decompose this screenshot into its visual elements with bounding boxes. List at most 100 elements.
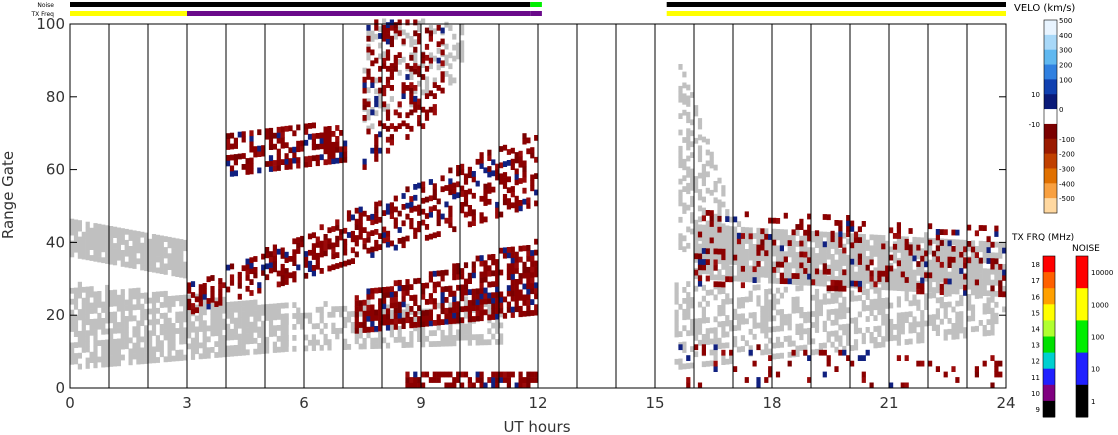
scatter-cell-5: [795, 345, 800, 352]
scatter-cell-7: [522, 176, 527, 183]
scatter-cell-3: [900, 279, 905, 286]
scatter-cell-7: [436, 214, 441, 221]
scatter-cell-13: [733, 216, 738, 223]
scatter-cell-5: [694, 329, 699, 336]
scatter-cell-9: [389, 297, 394, 303]
scatter-cell-7: [448, 216, 453, 223]
scatter-cell-1: [187, 321, 192, 328]
scatter-cell-0: [124, 261, 129, 268]
scatter-cell-12: [733, 366, 738, 372]
scatter-cell-10: [389, 134, 394, 140]
scatter-cell-0: [144, 232, 149, 239]
scatter-cell-1: [241, 327, 246, 334]
scatter-cell-2: [401, 342, 406, 348]
scatter-cell-13: [729, 276, 734, 283]
scatter-cell-5: [721, 331, 726, 338]
scatter-cell-1: [276, 308, 281, 315]
scatter-cell-7: [502, 194, 508, 200]
scatter-cell-13: [807, 213, 812, 220]
scatter-cell-5: [853, 322, 859, 329]
scatter-cell-5: [935, 324, 940, 331]
scatter-cell-5: [768, 310, 773, 317]
scatter-cell-3: [799, 274, 804, 280]
scatter-cell-11: [534, 377, 539, 383]
scatter-cell-13: [701, 215, 706, 222]
scatter-cell-7: [226, 264, 231, 271]
scatter-cell-4: [694, 187, 699, 193]
scatter-cell-1: [136, 304, 141, 310]
scatter-cell-5: [939, 302, 944, 309]
scatter-cell-1: [124, 337, 129, 344]
scatter-cell-2: [296, 313, 301, 319]
scatter-cell-3: [850, 249, 855, 256]
scatter-cell-8: [253, 146, 258, 152]
scatter-cell-2: [444, 335, 449, 342]
scatter-cell-1: [245, 322, 250, 328]
scatter-cell-3: [861, 272, 866, 278]
scatter-cell-3: [830, 243, 835, 249]
scatter-cell-6: [428, 63, 433, 70]
scatter-cell-3: [822, 248, 827, 254]
scatter-cell-5: [959, 322, 964, 328]
txfreq-colorbar-swatch: [1043, 400, 1055, 418]
scatter-cell-1: [202, 342, 207, 348]
scatter-cell-1: [124, 305, 129, 311]
scatter-cell-0: [183, 245, 188, 252]
scatter-cell-0: [81, 248, 86, 254]
scatter-cell-6: [366, 43, 371, 50]
scatter-cell-9: [534, 271, 539, 278]
txfreq-colorbar-title: TX FRQ (MHz): [1011, 233, 1074, 243]
scatter-cell-5: [982, 308, 987, 315]
scatter-cell-3: [916, 253, 921, 260]
scatter-cell-3: [916, 269, 921, 276]
scatter-cell-3: [721, 242, 726, 248]
scatter-cell-1: [237, 306, 242, 313]
scatter-cell-7: [284, 273, 289, 280]
scatter-cell-5: [795, 285, 800, 292]
scatter-cell-1: [187, 343, 192, 350]
scatter-cell-1: [163, 323, 168, 330]
scatter-cell-5: [935, 297, 940, 304]
scatter-cell-10: [385, 147, 391, 154]
scatter-cell-9: [495, 308, 500, 314]
scatter-cell-3: [955, 239, 960, 246]
scatter-cell-3: [775, 256, 781, 263]
scatter-cell-1: [229, 350, 235, 357]
scatter-cell-5: [740, 335, 745, 341]
scatter-cell-3: [768, 255, 773, 262]
scatter-cell-12: [850, 360, 855, 367]
scatter-cell-8: [311, 122, 316, 129]
scatter-cell-3: [974, 289, 979, 296]
scatter-cell-6: [401, 29, 406, 36]
scatter-cell-3: [998, 241, 1003, 248]
scatter-cell-9: [467, 300, 472, 306]
txfreq-colorbar-swatch: [1043, 304, 1055, 321]
scatter-cell-0: [109, 258, 114, 265]
scatter-cell-7: [284, 257, 289, 263]
velocity-colorbar-label: 200: [1059, 62, 1072, 70]
scatter-cell-1: [265, 347, 270, 354]
scatter-cell-5: [970, 326, 976, 333]
scatter-cell-3: [795, 252, 800, 258]
scatter-cell-11: [417, 382, 422, 389]
scatter-cell-10: [413, 106, 418, 113]
scatter-cell-3: [865, 245, 870, 251]
scatter-cell-1: [229, 301, 235, 308]
scatter-cell-10: [413, 85, 418, 91]
scatter-cell-0: [105, 252, 110, 259]
scatter-cell-7: [510, 158, 515, 165]
scatter-cell-1: [144, 314, 149, 321]
scatter-cell-2: [327, 339, 332, 345]
scatter-cell-3: [713, 241, 718, 248]
scatter-cell-7: [514, 152, 519, 158]
scatter-cell-5: [850, 295, 855, 302]
velocity-colorbar-label: -100: [1059, 136, 1075, 144]
scatter-cell-3: [853, 249, 859, 256]
scatter-cell-8: [226, 133, 231, 139]
noise-colorbar-label: 100: [1091, 334, 1104, 342]
scatter-cell-3: [744, 232, 749, 239]
scatter-cell-1: [140, 292, 145, 299]
scatter-cell-1: [206, 325, 211, 332]
scatter-cell-7: [315, 263, 320, 270]
